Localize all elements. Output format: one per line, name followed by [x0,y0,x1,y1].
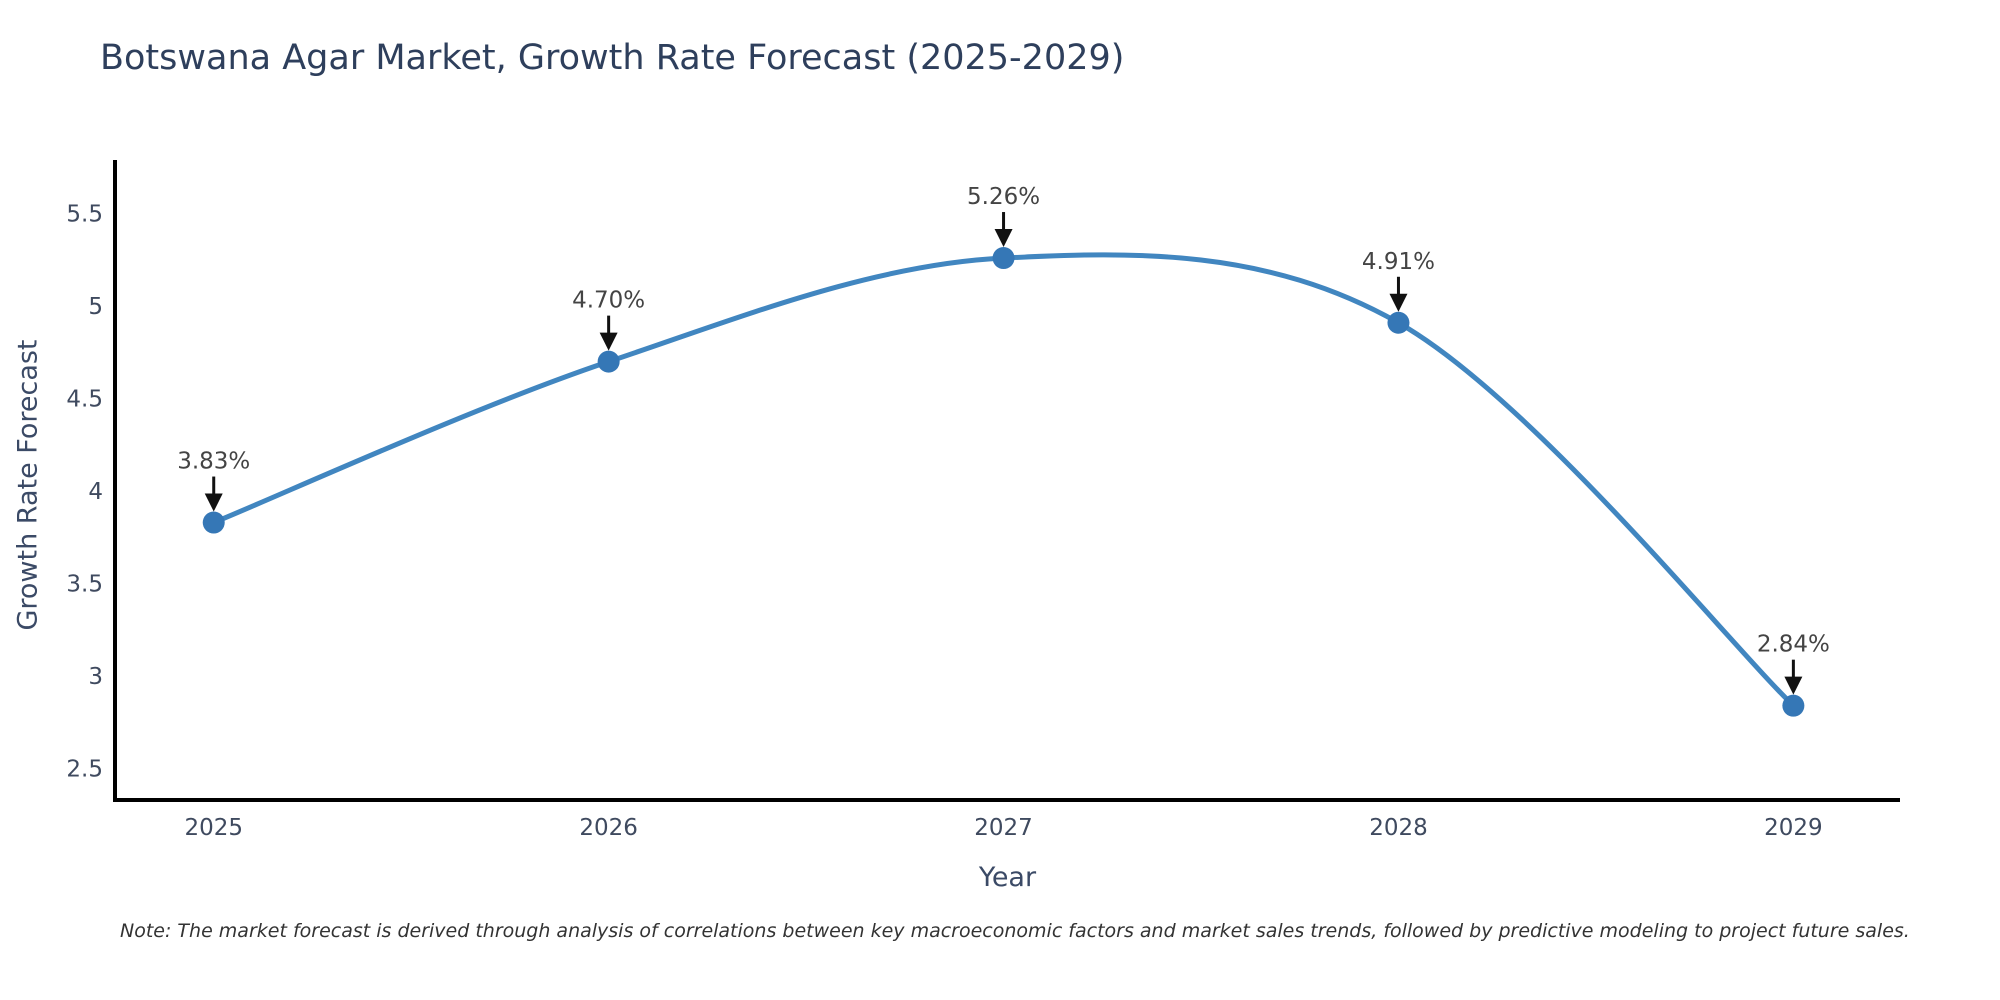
data-point-marker[interactable] [1782,694,1805,717]
y-tick-label: 3 [88,664,103,690]
annotation-arrow-head [599,332,618,351]
annotation-arrow-head [994,229,1013,248]
data-point-marker[interactable] [1387,311,1410,334]
forecast-line [211,252,1796,709]
data-point-label: 2.84% [1757,632,1830,658]
data-point-label: 5.26% [967,184,1040,210]
annotation-arrow-head [1389,293,1408,312]
y-tick-label: 2.5 [66,757,103,783]
y-tick-label: 4.5 [66,387,103,413]
x-tick-label: 2026 [579,815,638,841]
data-point-marker[interactable] [992,247,1015,270]
y-tick-label: 3.5 [66,572,103,598]
data-point-marker[interactable] [597,350,620,373]
data-point-label: 4.91% [1362,249,1435,275]
annotation-arrow-head [204,493,223,512]
y-tick-label: 5.5 [66,202,103,228]
data-point-marker[interactable] [202,511,225,534]
y-tick-label: 5 [88,294,103,320]
chart-title: Botswana Agar Market, Growth Rate Foreca… [100,38,1125,78]
y-tick-label: 4 [88,479,103,505]
data-point-label: 3.83% [177,449,250,475]
x-tick-label: 2029 [1764,815,1823,841]
annotation-arrow-head [1784,676,1803,695]
chart-footnote: Note: The market forecast is derived thr… [120,920,1910,942]
x-axis-title: Year [978,862,1037,893]
x-tick-label: 2028 [1369,815,1428,841]
data-point-label: 4.70% [572,288,645,314]
x-tick-label: 2025 [184,815,243,841]
x-tick-label: 2027 [974,815,1033,841]
